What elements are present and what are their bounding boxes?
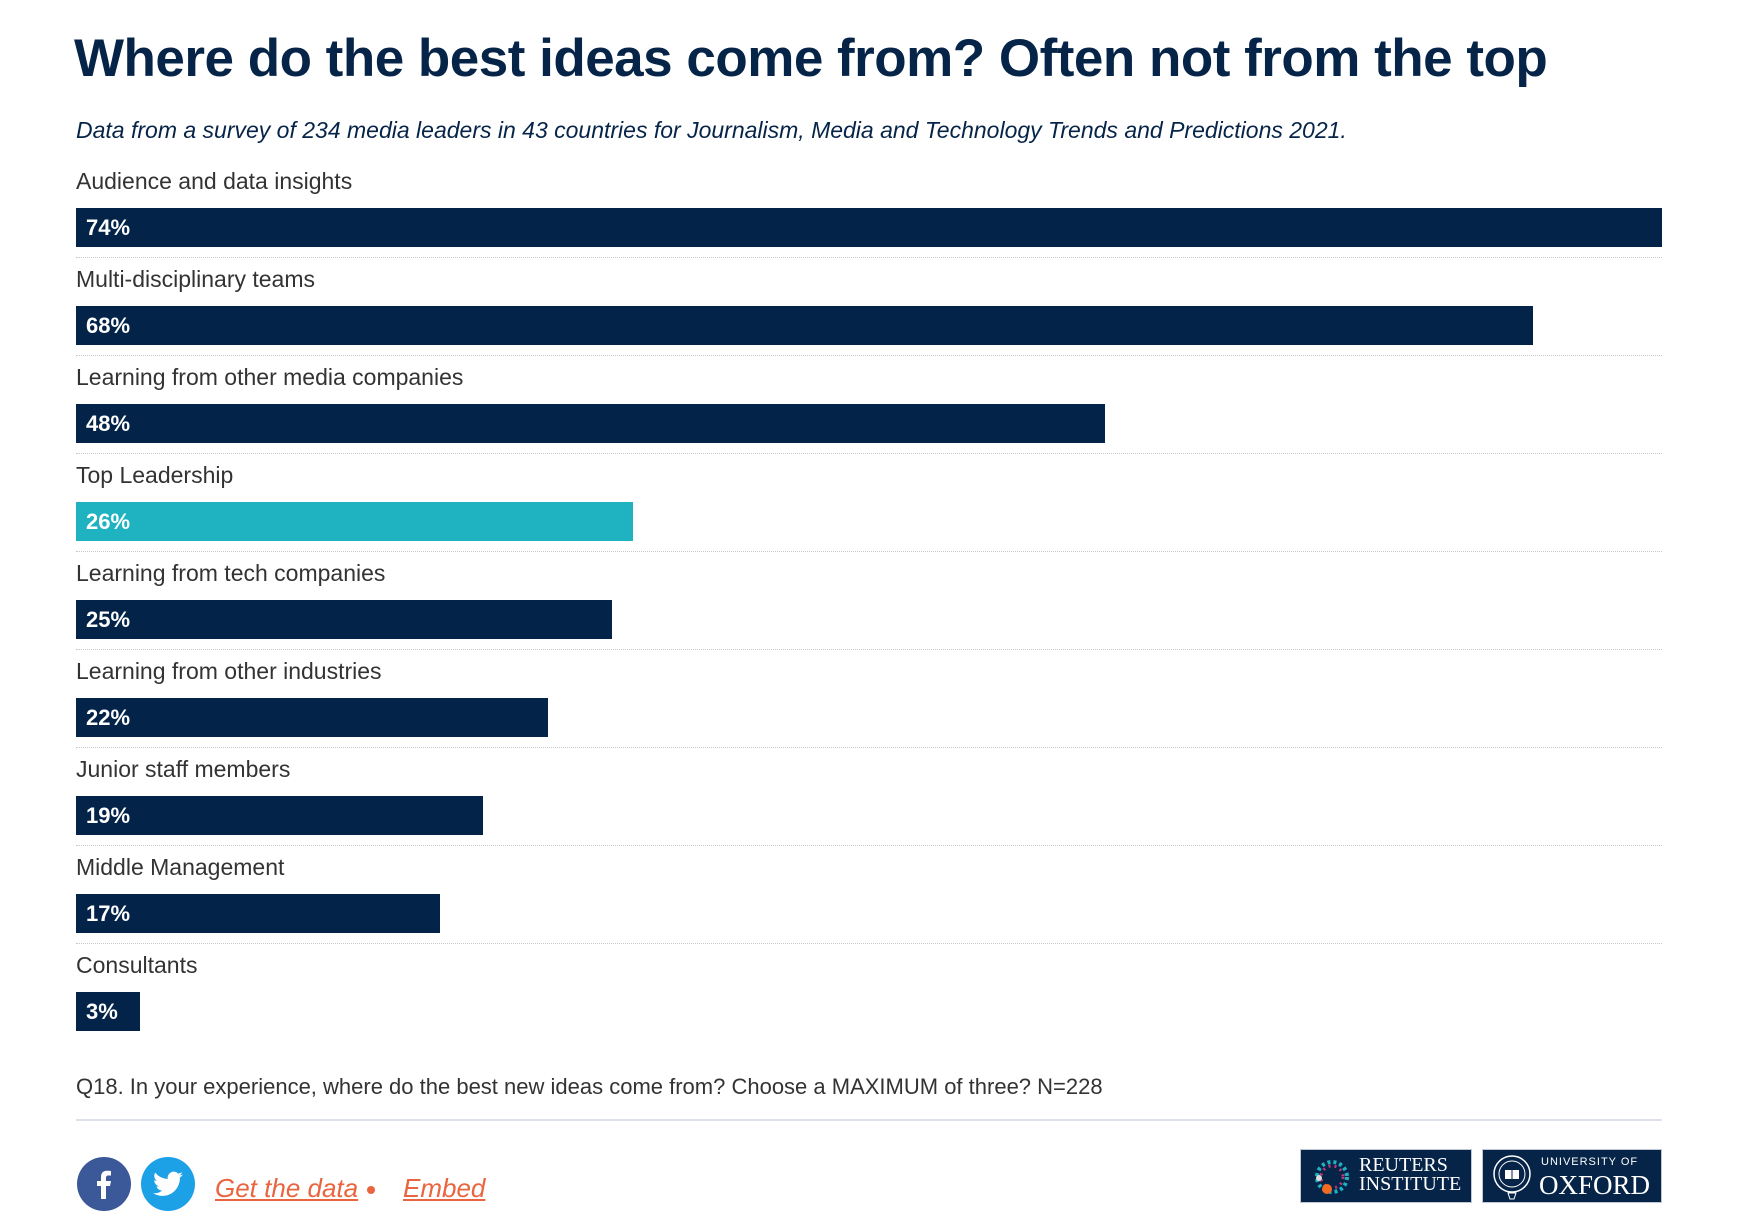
category-label: Consultants xyxy=(76,952,198,978)
value-label: 22% xyxy=(86,705,131,730)
value-label: 19% xyxy=(86,803,131,828)
bar-row: Learning from other media companies 48% xyxy=(76,356,1662,454)
category-label: Middle Management xyxy=(76,854,285,880)
value-label: 17% xyxy=(86,901,131,926)
survey-question-note: Q18. In your experience, where do the be… xyxy=(76,1074,1103,1099)
bar: 48% xyxy=(76,404,1105,443)
value-label: 74% xyxy=(86,215,131,240)
bar-row: Consultants 3% xyxy=(76,944,1662,1042)
bar-row: Multi-disciplinary teams 68% xyxy=(76,258,1662,356)
value-label: 3% xyxy=(86,999,118,1024)
value-label: 25% xyxy=(86,607,131,632)
bar: 25% xyxy=(76,600,612,639)
bar: 19% xyxy=(76,796,484,835)
chart-title: Where do the best ideas come from? Often… xyxy=(74,29,1548,88)
bar: 22% xyxy=(76,698,548,737)
footer-divider xyxy=(76,1119,1662,1121)
category-label: Junior staff members xyxy=(76,756,291,782)
value-label: 48% xyxy=(86,411,131,436)
oxford-logo[interactable]: UNIVERSITY OF OXFORD xyxy=(1482,1149,1662,1203)
oxford-crest-icon xyxy=(1493,1155,1531,1200)
bar-row: Junior staff members 19% xyxy=(76,748,1662,846)
bar: 26% xyxy=(76,502,634,541)
bar-row: Audience and data insights 74% xyxy=(76,160,1662,258)
bar: 68% xyxy=(76,306,1534,345)
bar-row: Learning from tech companies 25% xyxy=(76,552,1662,650)
category-label: Learning from other industries xyxy=(76,658,382,684)
chart-subtitle: Data from a survey of 234 media leaders … xyxy=(76,117,1347,143)
bar-row: Top Leadership 26% xyxy=(76,454,1662,552)
bar: 17% xyxy=(76,894,441,933)
bar-row: Learning from other industries 22% xyxy=(76,650,1662,748)
reuters-logo-line2: INSTITUTE xyxy=(1359,1173,1462,1195)
twitter-icon xyxy=(153,1171,183,1196)
category-label: Top Leadership xyxy=(76,462,234,488)
facebook-share-button[interactable] xyxy=(77,1157,131,1211)
reuters-institute-logo[interactable]: REUTERS INSTITUTE xyxy=(1300,1149,1472,1203)
bar: 3% xyxy=(76,992,141,1031)
facebook-icon xyxy=(97,1170,111,1199)
reuters-logo-line1: REUTERS xyxy=(1359,1154,1448,1176)
category-label: Learning from other media companies xyxy=(76,364,464,390)
bar-row: Middle Management 17% xyxy=(76,846,1662,944)
category-label: Multi-disciplinary teams xyxy=(76,266,316,292)
oxford-logo-line1: UNIVERSITY OF xyxy=(1541,1156,1639,1168)
bar: 74% xyxy=(76,208,1662,247)
bar-chart: Audience and data insights 74% Multi-disci… xyxy=(76,160,1662,1042)
category-label: Audience and data insights xyxy=(76,168,353,194)
category-label: Learning from tech companies xyxy=(76,560,386,586)
embed-link[interactable]: Embed xyxy=(403,1173,486,1203)
oxford-logo-line2: OXFORD xyxy=(1539,1170,1651,1200)
value-label: 26% xyxy=(86,509,131,534)
link-separator-dot xyxy=(367,1186,375,1194)
value-label: 68% xyxy=(86,313,131,338)
twitter-share-button[interactable] xyxy=(141,1157,195,1211)
get-the-data-link[interactable]: Get the data xyxy=(215,1173,359,1203)
reuters-dots-icon xyxy=(1315,1160,1349,1194)
